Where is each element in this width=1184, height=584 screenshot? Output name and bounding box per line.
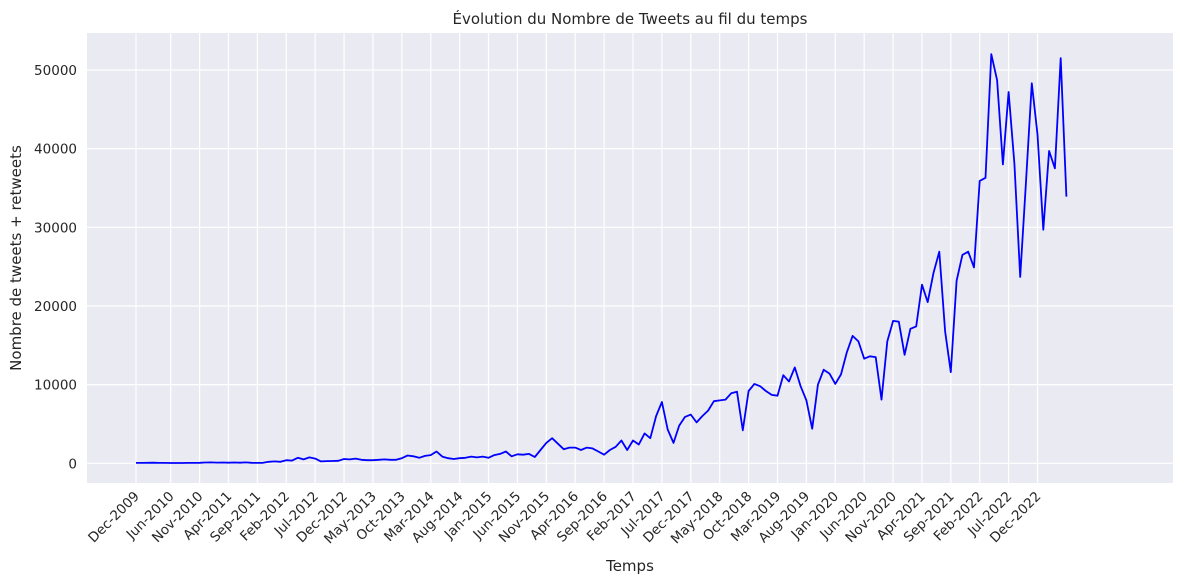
y-axis-label: Nombre de tweets + retweets [7, 145, 25, 371]
y-tick-label: 30000 [34, 220, 77, 236]
y-tick-labels: 0 10000 20000 30000 40000 50000 [34, 63, 77, 472]
x-axis-label: Temps [605, 557, 654, 575]
x-tick-labels: Dec-2009Jun-2010Nov-2010Apr-2011Sep-2011… [85, 489, 1044, 548]
y-tick-label: 0 [68, 456, 77, 472]
chart-title: Évolution du Nombre de Tweets au fil du … [453, 9, 808, 28]
horizontal-gridlines [87, 69, 1173, 464]
y-tick-label: 20000 [34, 299, 77, 315]
y-tick-label: 40000 [34, 142, 77, 158]
series-line [136, 53, 1068, 464]
plot-background [87, 33, 1173, 483]
vertical-gridlines [135, 33, 1039, 483]
y-tick-label: 50000 [34, 63, 77, 79]
y-tick-label: 10000 [34, 378, 77, 394]
